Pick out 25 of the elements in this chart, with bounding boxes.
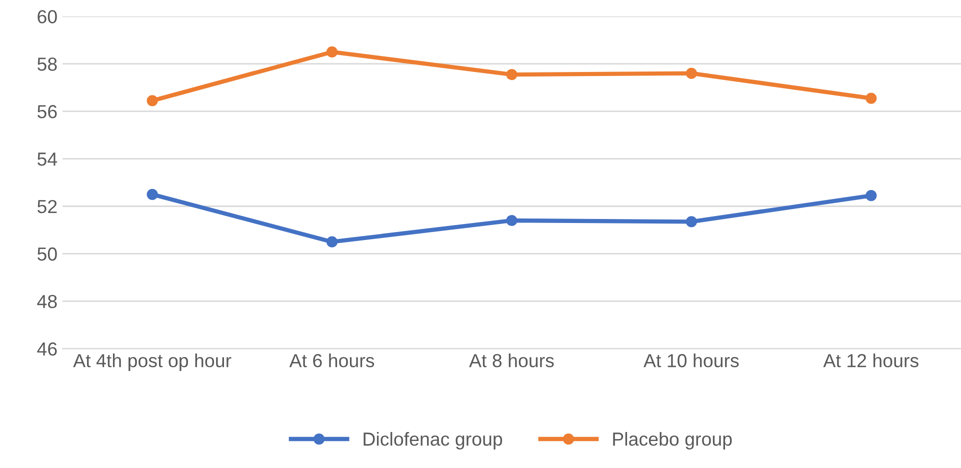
- x-tick-label: At 6 hours: [289, 354, 374, 368]
- x-tick-label: At 10 hours: [644, 354, 739, 368]
- y-tick-label: 60: [38, 10, 57, 24]
- point: [686, 216, 697, 228]
- y-tick-label: 58: [38, 58, 57, 71]
- point: [146, 188, 158, 200]
- y-tick-label: 56: [38, 105, 57, 118]
- x-tick-label: At 4th post op hour: [73, 354, 232, 371]
- point: [326, 46, 338, 58]
- point: [506, 68, 518, 80]
- y-tick-label: 46: [37, 342, 57, 356]
- point: [866, 92, 877, 104]
- y-tick-label: 52: [38, 200, 57, 214]
- point: [686, 68, 697, 79]
- x-tick-label: At 12 hours: [823, 354, 918, 368]
- point: [146, 95, 158, 106]
- x-tick-label: At 8 hours: [469, 354, 554, 368]
- legend-label: Placebo group: [613, 432, 732, 450]
- y-tick-label: 54: [38, 152, 58, 166]
- y-tick-label: 50: [38, 247, 57, 261]
- point: [506, 214, 518, 226]
- legend-label: Diclofenac group: [364, 432, 502, 450]
- y-tick-label: 48: [37, 294, 57, 308]
- point: [326, 236, 338, 248]
- point: [866, 190, 877, 202]
